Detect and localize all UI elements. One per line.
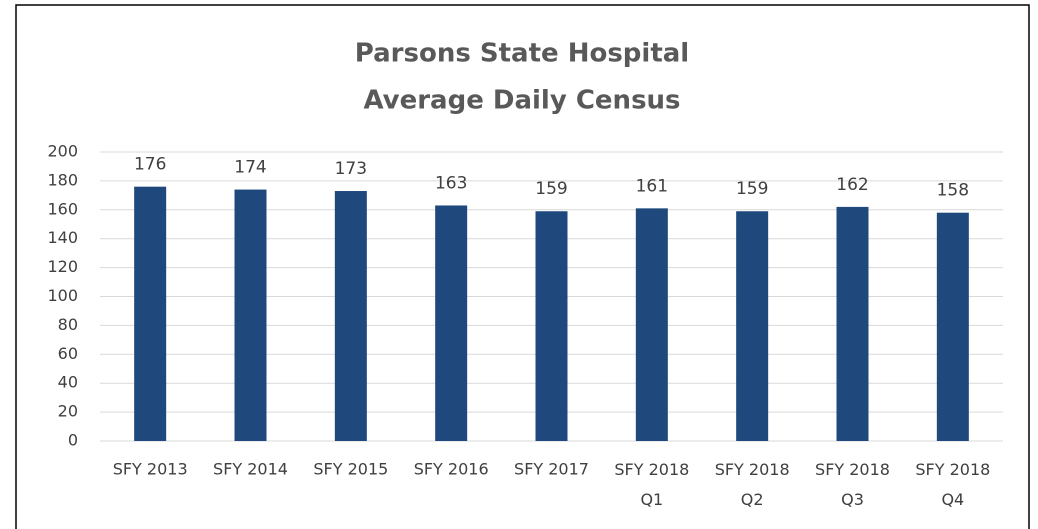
y-tick-label: 140 [47, 228, 78, 247]
chart-frame [15, 4, 1030, 529]
bar [836, 206, 869, 441]
y-tick-label: 20 [58, 402, 78, 421]
data-label: 159 [535, 179, 567, 199]
x-tick-label: SFY 2017 [514, 460, 589, 479]
y-tick-label: 80 [58, 315, 78, 334]
y-tick-label: 60 [58, 344, 78, 363]
bar [535, 211, 568, 441]
x-tick-label: SFY 2018 Q1 [614, 460, 689, 509]
data-label: 159 [736, 179, 768, 199]
bar [334, 191, 367, 441]
y-tick-label: 100 [47, 286, 78, 305]
data-label: 173 [335, 159, 367, 179]
bar [234, 189, 267, 441]
bar [635, 208, 668, 441]
bar [435, 205, 468, 441]
data-label: 163 [435, 173, 467, 193]
data-label: 162 [836, 175, 868, 195]
data-label: 176 [134, 155, 166, 175]
x-tick-label: SFY 2015 [313, 460, 388, 479]
data-label: 161 [636, 176, 668, 196]
bar [936, 212, 969, 441]
chart-title: Average Daily Census [363, 86, 680, 116]
x-tick-label: SFY 2013 [113, 460, 188, 479]
x-tick-label: SFY 2018 Q3 [815, 460, 890, 509]
y-tick-label: 120 [47, 257, 78, 276]
bar [134, 186, 167, 441]
x-tick-label: SFY 2018 Q4 [915, 460, 990, 509]
y-tick-label: 40 [58, 373, 78, 392]
chart-title: Parsons State Hospital [355, 39, 689, 69]
y-tick-label: 160 [47, 199, 78, 218]
data-label: 158 [937, 181, 969, 201]
y-tick-label: 200 [47, 142, 78, 161]
y-tick-label: 0 [68, 431, 78, 450]
x-tick-label: SFY 2018 Q2 [715, 460, 790, 509]
data-label: 174 [234, 158, 266, 178]
bar [736, 211, 769, 441]
x-tick-label: SFY 2016 [414, 460, 489, 479]
x-tick-label: SFY 2014 [213, 460, 288, 479]
y-tick-label: 180 [47, 170, 78, 189]
